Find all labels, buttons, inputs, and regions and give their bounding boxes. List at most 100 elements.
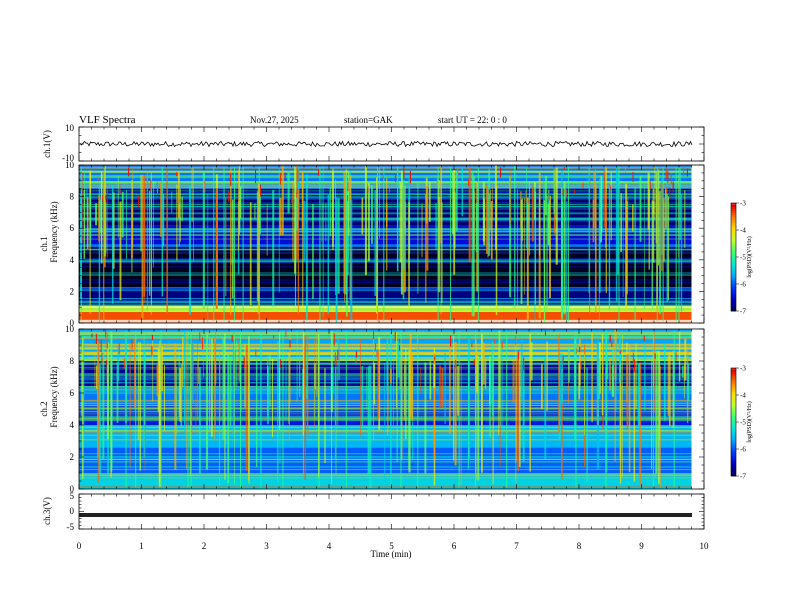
colorbar-tick-label: -6	[740, 446, 746, 454]
colorbar-segment	[731, 231, 736, 234]
spectrogram-streak	[215, 188, 218, 309]
spectrogram-streak	[598, 178, 601, 293]
colorbar-segment	[731, 251, 736, 254]
spectrogram-streak	[160, 346, 163, 392]
spectrogram-streak	[477, 355, 480, 481]
spectrogram-streak	[116, 362, 119, 423]
spectrogram-hot	[289, 339, 291, 348]
spectrogram-streak	[396, 332, 398, 408]
spectrogram-streak	[652, 201, 655, 263]
spectrogram-line	[79, 374, 692, 377]
spectrogram-streak	[236, 339, 238, 387]
spectrogram-streak	[227, 353, 230, 484]
spectrogram-streak	[635, 343, 637, 409]
spectrogram-streak	[601, 334, 604, 416]
spectrogram-streak	[444, 353, 446, 424]
spectrogram-streak	[654, 331, 656, 413]
spectrogram-streak	[610, 172, 612, 241]
colorbar-segment	[731, 239, 736, 242]
spectrogram-streak	[334, 366, 337, 460]
spectrogram-streak	[448, 346, 451, 434]
spectrogram-spike	[673, 331, 675, 487]
spectrogram-line	[79, 212, 692, 215]
spectrogram-line	[79, 287, 692, 289]
colorbar-tick-label: -4	[740, 227, 746, 235]
colorbar-segment	[731, 416, 736, 419]
spectrogram-streak	[618, 334, 621, 383]
spectrogram-line	[79, 410, 692, 412]
spectrogram-streak	[534, 192, 537, 305]
spectrogram-streak	[396, 341, 398, 463]
spectrogram-line	[79, 388, 692, 390]
spectrogram-streak	[244, 344, 246, 408]
spectrogram-streak	[589, 172, 591, 315]
spectrogram-streak	[95, 203, 98, 226]
colorbar-segment	[731, 468, 736, 471]
ch2-spectrogram-panel: 0 2 4 6 8 10 ch.2 Frequency (kHz)	[39, 324, 705, 494]
spectrogram-hot	[633, 359, 635, 373]
spectrogram-hot	[176, 172, 178, 177]
spectrogram-streak	[225, 197, 227, 297]
colorbar-segment	[731, 303, 736, 306]
colorbar-segment	[731, 392, 736, 395]
spectrogram-line	[79, 453, 692, 455]
spectrogram-hot	[297, 168, 299, 182]
spectrogram-hot	[146, 178, 148, 191]
spectrogram-streak	[609, 358, 611, 391]
spectrogram-hot	[565, 188, 567, 198]
colorbar-segment	[731, 410, 736, 413]
spectrogram-hot	[625, 167, 627, 173]
spectrogram-hot	[101, 196, 103, 201]
spectrogram-streak	[387, 364, 389, 430]
spectrogram-streak	[158, 352, 161, 487]
spectrogram-spike	[437, 167, 439, 321]
spectrogram-streak	[180, 188, 181, 242]
spectrogram-hot	[260, 184, 262, 197]
spectrogram-streak	[234, 349, 236, 388]
spectrogram-line	[79, 184, 692, 186]
colorbar-tick-label: -7	[740, 473, 746, 481]
colorbar-segment	[731, 243, 736, 246]
spectrogram-streak	[405, 348, 407, 440]
spectrogram-line	[79, 456, 692, 458]
spectrogram-spike	[656, 167, 658, 321]
spectrogram-hot	[610, 185, 612, 190]
spectrogram-streak	[117, 175, 119, 238]
spectrogram-line	[79, 244, 692, 246]
ch1-spectrogram-ytick-labels: 0 2 4 6 8 10	[65, 160, 75, 328]
spectrogram-spike	[567, 167, 569, 321]
spectrogram-streak	[453, 335, 455, 461]
spectrogram-streak	[681, 365, 684, 378]
spectrogram-streak	[428, 182, 431, 222]
colorbar-segment	[731, 227, 736, 230]
colorbar-segment	[731, 263, 736, 266]
spectrogram-streak	[106, 332, 108, 383]
spectrogram-streak	[521, 198, 523, 241]
ch2-spectrogram-ticks	[78, 328, 705, 490]
spectrogram-streak	[490, 200, 493, 260]
spectrogram-streak	[420, 367, 422, 395]
spectrogram-streak	[302, 329, 305, 436]
spectrogram-hot	[243, 356, 245, 368]
spectrogram-streak	[234, 333, 235, 485]
spectrogram-streak	[321, 185, 323, 243]
y-tick-label: 10	[65, 324, 75, 334]
colorbar-segment	[731, 307, 736, 310]
colorbar-segment	[731, 388, 736, 391]
spectrogram-streak	[473, 176, 475, 317]
spectrogram-hot	[500, 167, 502, 178]
spectrogram-streak	[106, 186, 108, 258]
spectrogram-streak	[390, 332, 392, 487]
ch1-ytick-bottom: -10	[62, 153, 74, 163]
spectrogram-streak	[390, 368, 392, 383]
spectrogram-spike	[223, 167, 225, 321]
spectrogram-line	[79, 298, 692, 300]
spectrogram-streak	[546, 341, 548, 411]
spectrogram-streak	[558, 334, 560, 434]
colorbar-segment	[731, 217, 736, 220]
spectrogram-streak	[185, 332, 187, 469]
spectrogram-streak	[125, 189, 127, 260]
spectrogram-spike	[652, 331, 654, 487]
spectrogram-streak	[214, 338, 217, 385]
colorbar-segment	[731, 452, 736, 455]
